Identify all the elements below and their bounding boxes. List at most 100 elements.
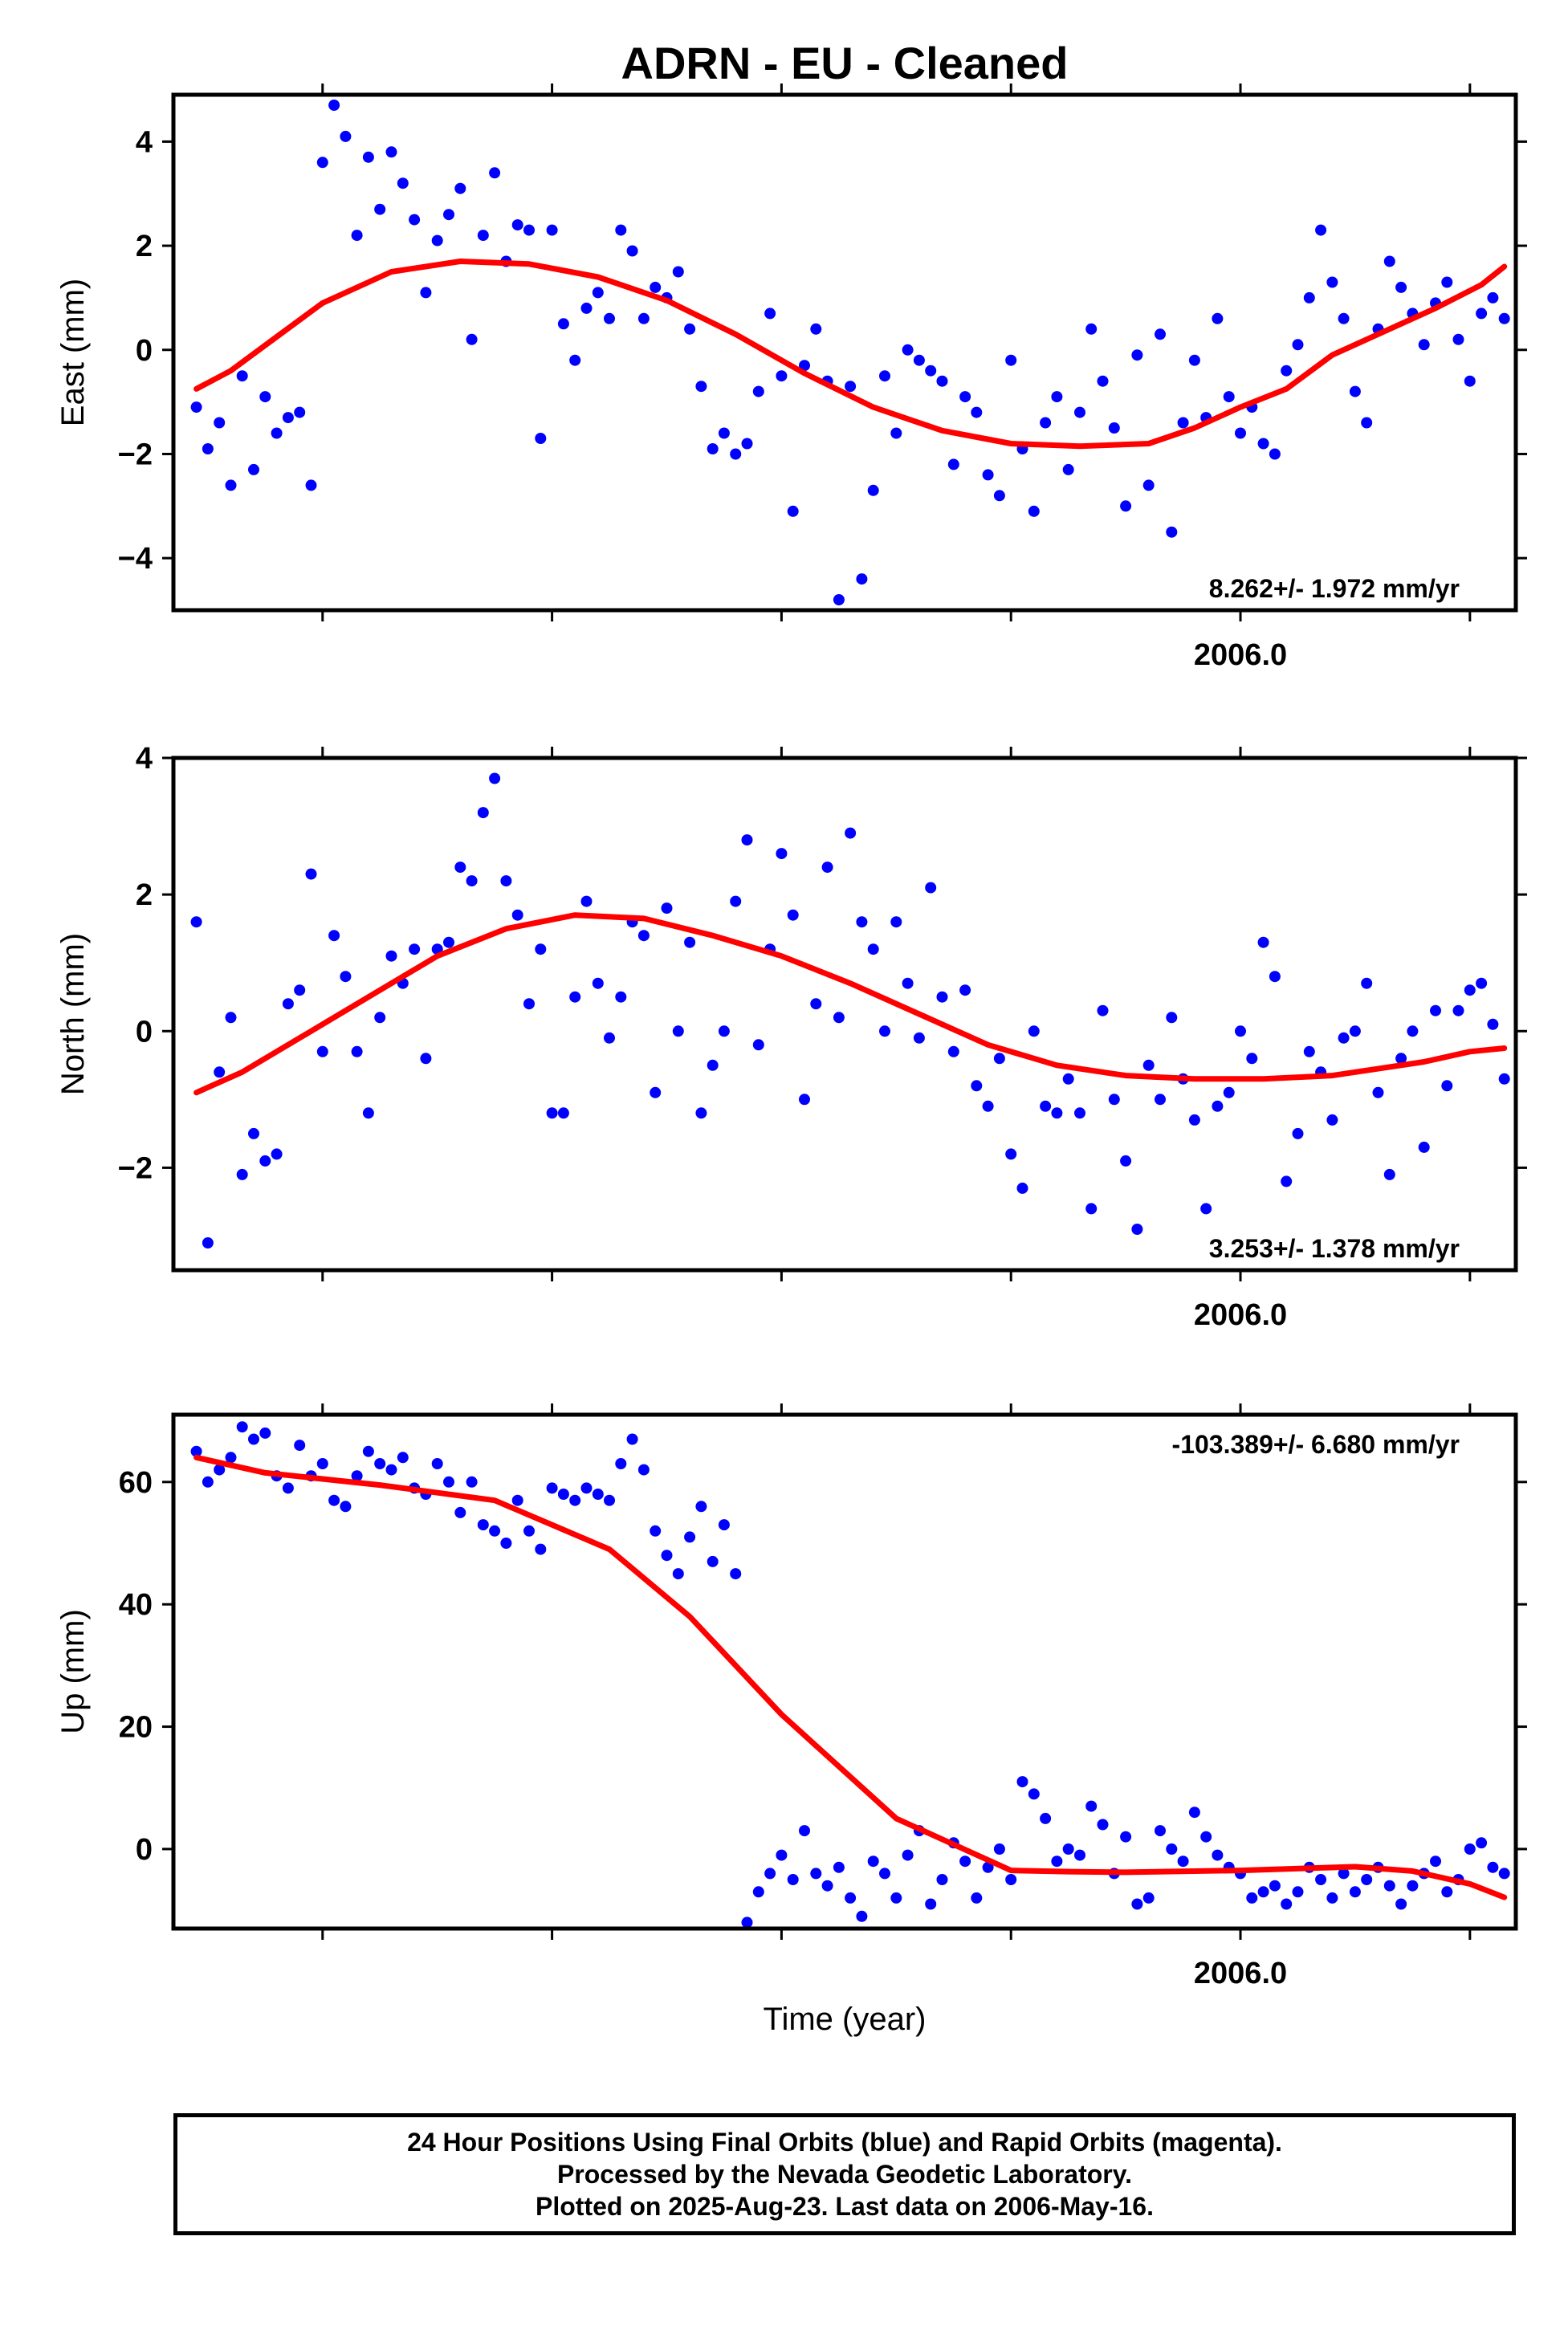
east-point	[787, 505, 799, 517]
east-x-tick-label: 2006.0	[1194, 638, 1287, 672]
east-point	[604, 312, 615, 324]
north-point	[477, 807, 489, 819]
north-point	[190, 916, 202, 928]
north-point	[879, 1025, 890, 1037]
east-point	[374, 203, 386, 215]
east-point	[236, 370, 248, 382]
up-point	[294, 1440, 306, 1452]
east-point	[328, 100, 340, 111]
north-point	[282, 998, 294, 1010]
east-point	[1085, 323, 1098, 335]
north-point	[1281, 1175, 1293, 1187]
east-point	[1498, 312, 1510, 324]
up-plot-area	[190, 1421, 1510, 1929]
up-point	[1257, 1886, 1269, 1898]
north-point	[1074, 1107, 1085, 1119]
north-point	[799, 1094, 810, 1106]
up-point	[776, 1849, 788, 1861]
east-plot-area	[190, 100, 1510, 605]
east-point	[420, 287, 432, 299]
north-point	[1108, 1094, 1120, 1106]
up-point	[1142, 1892, 1155, 1904]
east-point	[684, 323, 696, 335]
east-y-tick-label: −2	[118, 438, 153, 471]
east-point	[936, 375, 948, 387]
east-point	[1155, 328, 1166, 340]
east-point	[454, 182, 466, 194]
x-axis-label: Time (year)	[764, 2002, 927, 2037]
north-point	[259, 1155, 271, 1167]
north-fit-curve	[193, 912, 1508, 1096]
east-point	[385, 146, 397, 158]
east-point	[294, 406, 306, 418]
north-point	[1120, 1155, 1132, 1167]
north-point	[787, 909, 799, 921]
east-point	[913, 354, 925, 366]
east-point	[1326, 276, 1338, 288]
east-point	[351, 230, 363, 242]
up-point	[1040, 1812, 1052, 1824]
north-point	[351, 1045, 363, 1057]
up-frame	[171, 1412, 1518, 1931]
up-point	[259, 1427, 271, 1439]
east-point	[1476, 308, 1488, 320]
up-point	[925, 1898, 937, 1910]
east-point	[776, 370, 788, 382]
east-point	[535, 433, 547, 444]
north-point	[1097, 1004, 1109, 1016]
up-point	[1361, 1874, 1373, 1885]
north-point	[890, 916, 902, 928]
up-point	[580, 1482, 593, 1494]
north-point	[1246, 1053, 1258, 1065]
east-point	[409, 214, 421, 226]
up-point	[397, 1452, 409, 1464]
north-point	[1338, 1032, 1350, 1044]
chart-title: ADRN - EU - Cleaned	[621, 38, 1069, 88]
east-point	[271, 427, 283, 439]
north-point	[523, 998, 535, 1010]
north-point	[1418, 1141, 1430, 1153]
east-point	[1418, 339, 1430, 351]
north-point	[1028, 1025, 1040, 1037]
north-point	[1349, 1025, 1361, 1037]
north-point	[1476, 977, 1488, 989]
east-point	[259, 391, 271, 403]
up-point	[787, 1874, 799, 1885]
north-point	[1430, 1004, 1441, 1016]
up-point	[718, 1519, 730, 1531]
up-point	[993, 1843, 1005, 1855]
up-point	[879, 1868, 890, 1880]
east-point	[214, 417, 226, 429]
up-point	[489, 1525, 501, 1537]
east-point	[615, 224, 627, 236]
east-point	[592, 287, 604, 299]
up-point	[799, 1825, 810, 1837]
east-point	[1223, 391, 1235, 403]
up-point	[707, 1555, 719, 1567]
east-point	[947, 458, 959, 470]
north-point	[294, 984, 306, 996]
north-point	[845, 827, 857, 839]
up-point	[1326, 1892, 1338, 1904]
north-point	[1361, 977, 1373, 989]
up-point	[1200, 1831, 1212, 1843]
north-point	[569, 991, 581, 1003]
up-point	[1188, 1807, 1200, 1819]
north-point	[1464, 984, 1476, 996]
east-point	[1441, 276, 1453, 288]
east-point	[569, 354, 581, 366]
up-point	[374, 1458, 386, 1469]
north-point	[511, 909, 523, 921]
up-point	[362, 1445, 374, 1457]
north-point	[913, 1032, 925, 1044]
east-point	[1395, 281, 1407, 293]
east-point	[1452, 333, 1464, 345]
east-point	[477, 230, 489, 242]
north-point	[925, 882, 937, 894]
north-point	[1326, 1114, 1338, 1126]
up-point	[833, 1861, 845, 1873]
east-point	[1040, 417, 1052, 429]
north-point	[1452, 1004, 1464, 1016]
east-point	[902, 344, 914, 356]
east-point	[580, 302, 593, 314]
